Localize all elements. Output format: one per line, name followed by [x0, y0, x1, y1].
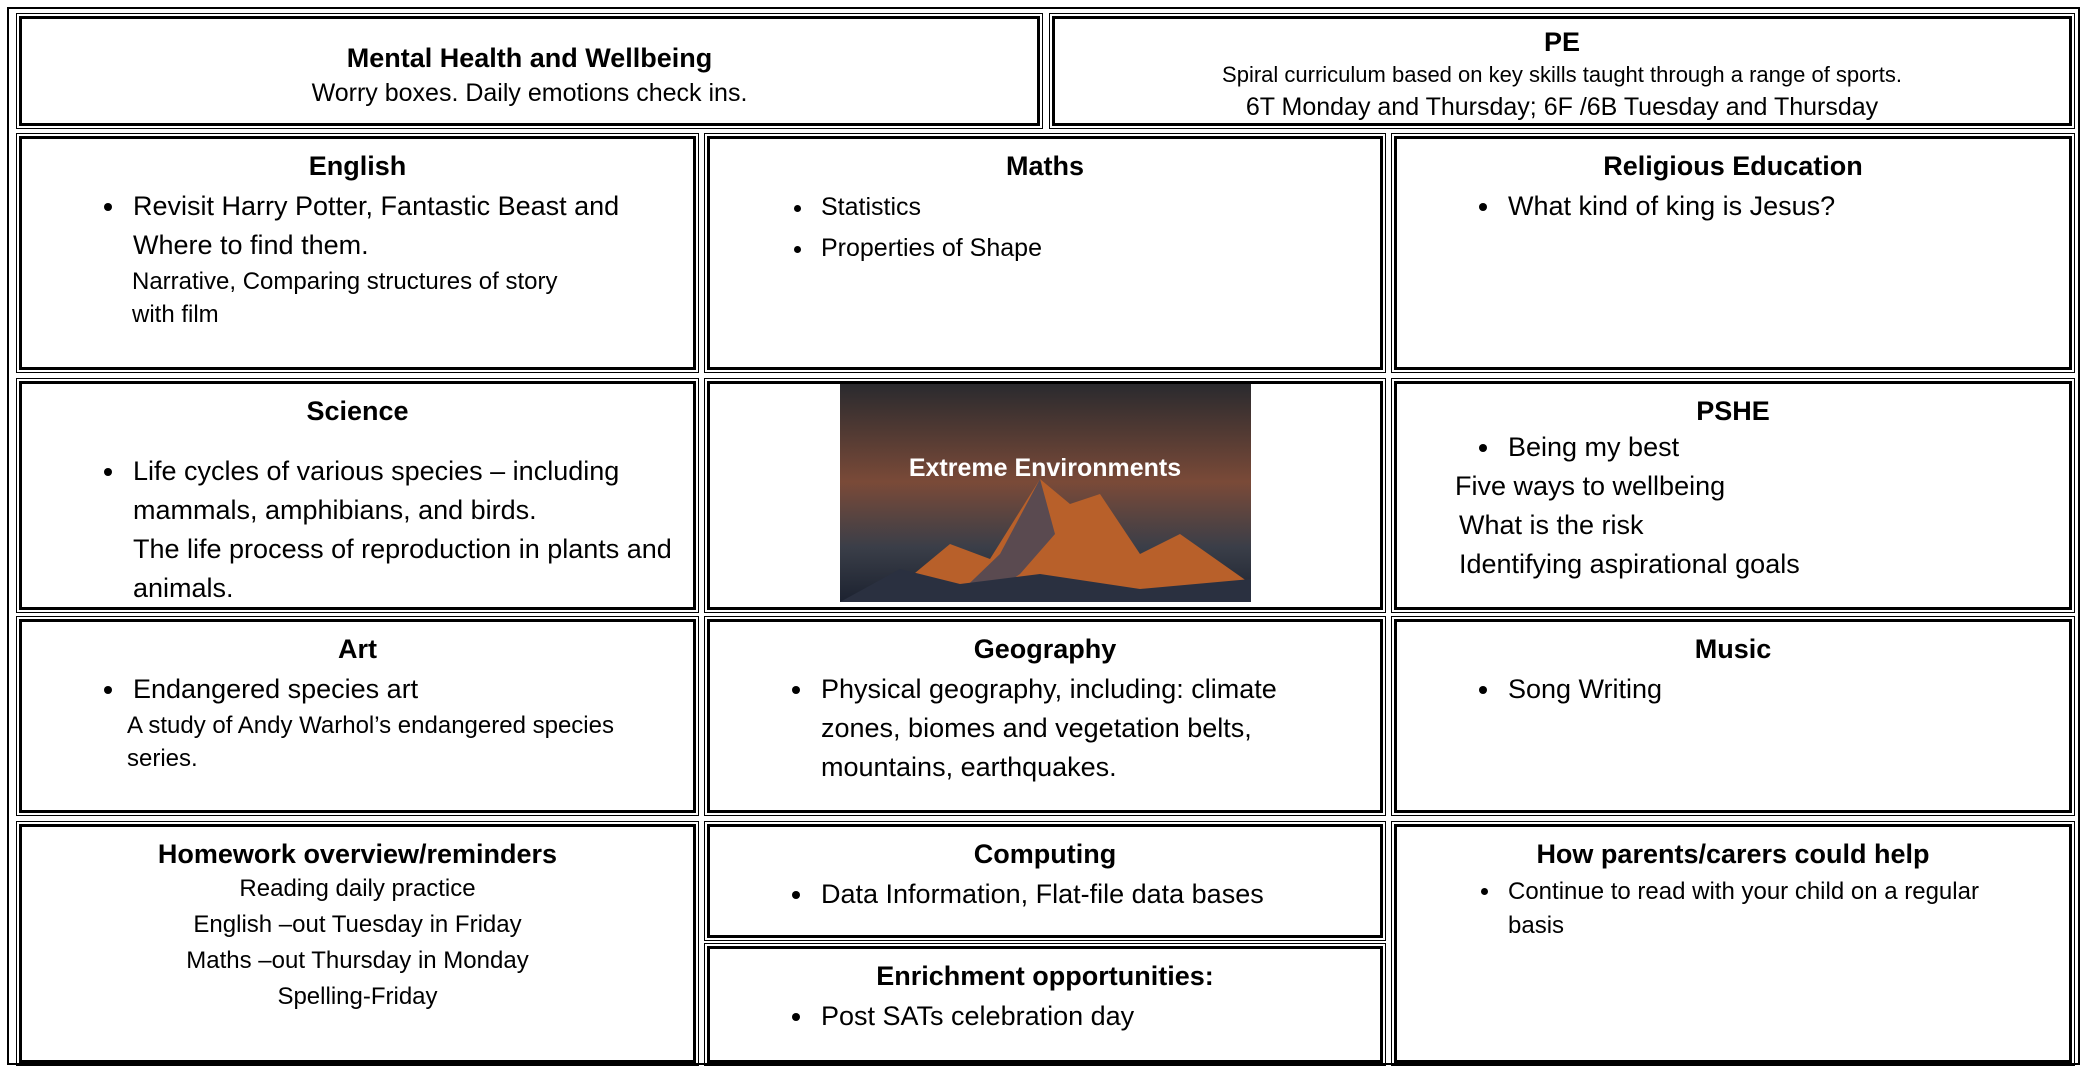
music-box: Music Song Writing — [1391, 616, 2075, 816]
bullet: Life cycles of various species – includi… — [127, 452, 663, 530]
box-title: Science — [306, 396, 409, 426]
image-caption: Extreme Environments — [909, 454, 1181, 482]
line: English –out Tuesday in Friday — [193, 911, 522, 938]
note: A study of Andy Warhol’s endangered spec… — [127, 712, 614, 772]
line: Identifying aspirational goals — [1459, 549, 1800, 579]
bullet-list: Data Information, Flat-file data bases — [710, 875, 1380, 914]
box-title: Computing — [973, 839, 1117, 869]
line: What is the risk — [1459, 510, 1644, 540]
note: The life process of reproduction in plan… — [133, 534, 672, 603]
pshe-box: PSHE Being my best Five ways to wellbein… — [1391, 378, 2075, 613]
box-title: Art — [338, 634, 377, 664]
bullet-list: Song Writing — [1397, 670, 2069, 709]
maths-box: Maths Statistics Properties of Shape — [704, 133, 1386, 373]
mental-health-box: Mental Health and Wellbeing Worry boxes.… — [16, 13, 1043, 129]
bullet-list: Endangered species art — [22, 670, 693, 709]
line: Five ways to wellbeing — [1455, 471, 1726, 501]
bullet: Continue to read with your child on a re… — [1502, 875, 2039, 943]
bullet-list: Statistics Properties of Shape — [710, 187, 1380, 269]
topic-image: Extreme Environments — [840, 384, 1251, 602]
geography-box: Geography Physical geography, including:… — [704, 616, 1386, 816]
mountain-shade — [950, 479, 1055, 602]
frame — [7, 7, 2080, 1065]
re-box: Religious Education What kind of king is… — [1391, 133, 2075, 373]
box-title: PE — [1543, 27, 1581, 57]
box-title: Mental Health and Wellbeing — [346, 43, 713, 73]
bullet: Properties of Shape — [815, 228, 1380, 269]
box-title: Homework overview/reminders — [157, 839, 558, 869]
box-title: Religious Education — [1603, 151, 1863, 181]
box-title: English — [308, 151, 407, 181]
box-title: How parents/carers could help — [1536, 839, 1930, 869]
box-title: PSHE — [1696, 396, 1770, 426]
computing-box: Computing Data Information, Flat-file da… — [704, 821, 1386, 941]
mountain — [880, 479, 1251, 602]
bullet: What kind of king is Jesus? — [1502, 187, 2069, 226]
pe-box: PE Spiral curriculum based on key skills… — [1049, 13, 2075, 129]
bullet-list: Revisit Harry Potter, Fantastic Beast an… — [22, 187, 693, 265]
bullet: Being my best — [1502, 428, 2069, 467]
box-text: Worry boxes. Daily emotions check ins. — [311, 79, 748, 107]
bullet: Endangered species art — [127, 670, 693, 709]
bullet-list: What kind of king is Jesus? — [1397, 187, 2069, 226]
bullet: Statistics — [815, 187, 1380, 228]
bullet: Physical geography, including: climate z… — [815, 670, 1320, 787]
bullet: Post SATs celebration day — [815, 997, 1380, 1036]
english-box: English Revisit Harry Potter, Fantastic … — [16, 133, 699, 373]
box-title: Maths — [1005, 151, 1084, 181]
line: Maths –out Thursday in Monday — [186, 947, 529, 974]
homework-box: Homework overview/reminders Reading dail… — [16, 821, 699, 1066]
art-box: Art Endangered species art A study of An… — [16, 616, 699, 816]
note: Narrative, Comparing structures of story… — [132, 268, 558, 328]
box-title: Geography — [973, 634, 1117, 664]
bullet-list: Life cycles of various species – includi… — [22, 452, 693, 530]
foreground — [840, 569, 1251, 602]
bullet: Revisit Harry Potter, Fantastic Beast an… — [127, 187, 693, 265]
bullet-list: Continue to read with your child on a re… — [1397, 875, 2069, 943]
box-text: 6T Monday and Thursday; 6F /6B Tuesday a… — [1245, 93, 1879, 121]
box-text: Spiral curriculum based on key skills ta… — [1222, 62, 1902, 87]
parents-box: How parents/carers could help Continue t… — [1391, 821, 2075, 1066]
image-box: Extreme Environments — [704, 378, 1386, 613]
bullet-list: Physical geography, including: climate z… — [710, 670, 1380, 787]
enrichment-box: Enrichment opportunities: Post SATs cele… — [704, 943, 1386, 1066]
bullet: Song Writing — [1502, 670, 2069, 709]
bullet-list: Post SATs celebration day — [710, 997, 1380, 1036]
line: Spelling-Friday — [277, 983, 438, 1010]
line: Reading daily practice — [239, 875, 476, 902]
bullet-list: Being my best — [1397, 428, 2069, 467]
bullet: Data Information, Flat-file data bases — [815, 875, 1380, 914]
box-title: Music — [1694, 634, 1772, 664]
box-title: Enrichment opportunities: — [876, 961, 1214, 991]
science-box: Science Life cycles of various species –… — [16, 378, 699, 613]
